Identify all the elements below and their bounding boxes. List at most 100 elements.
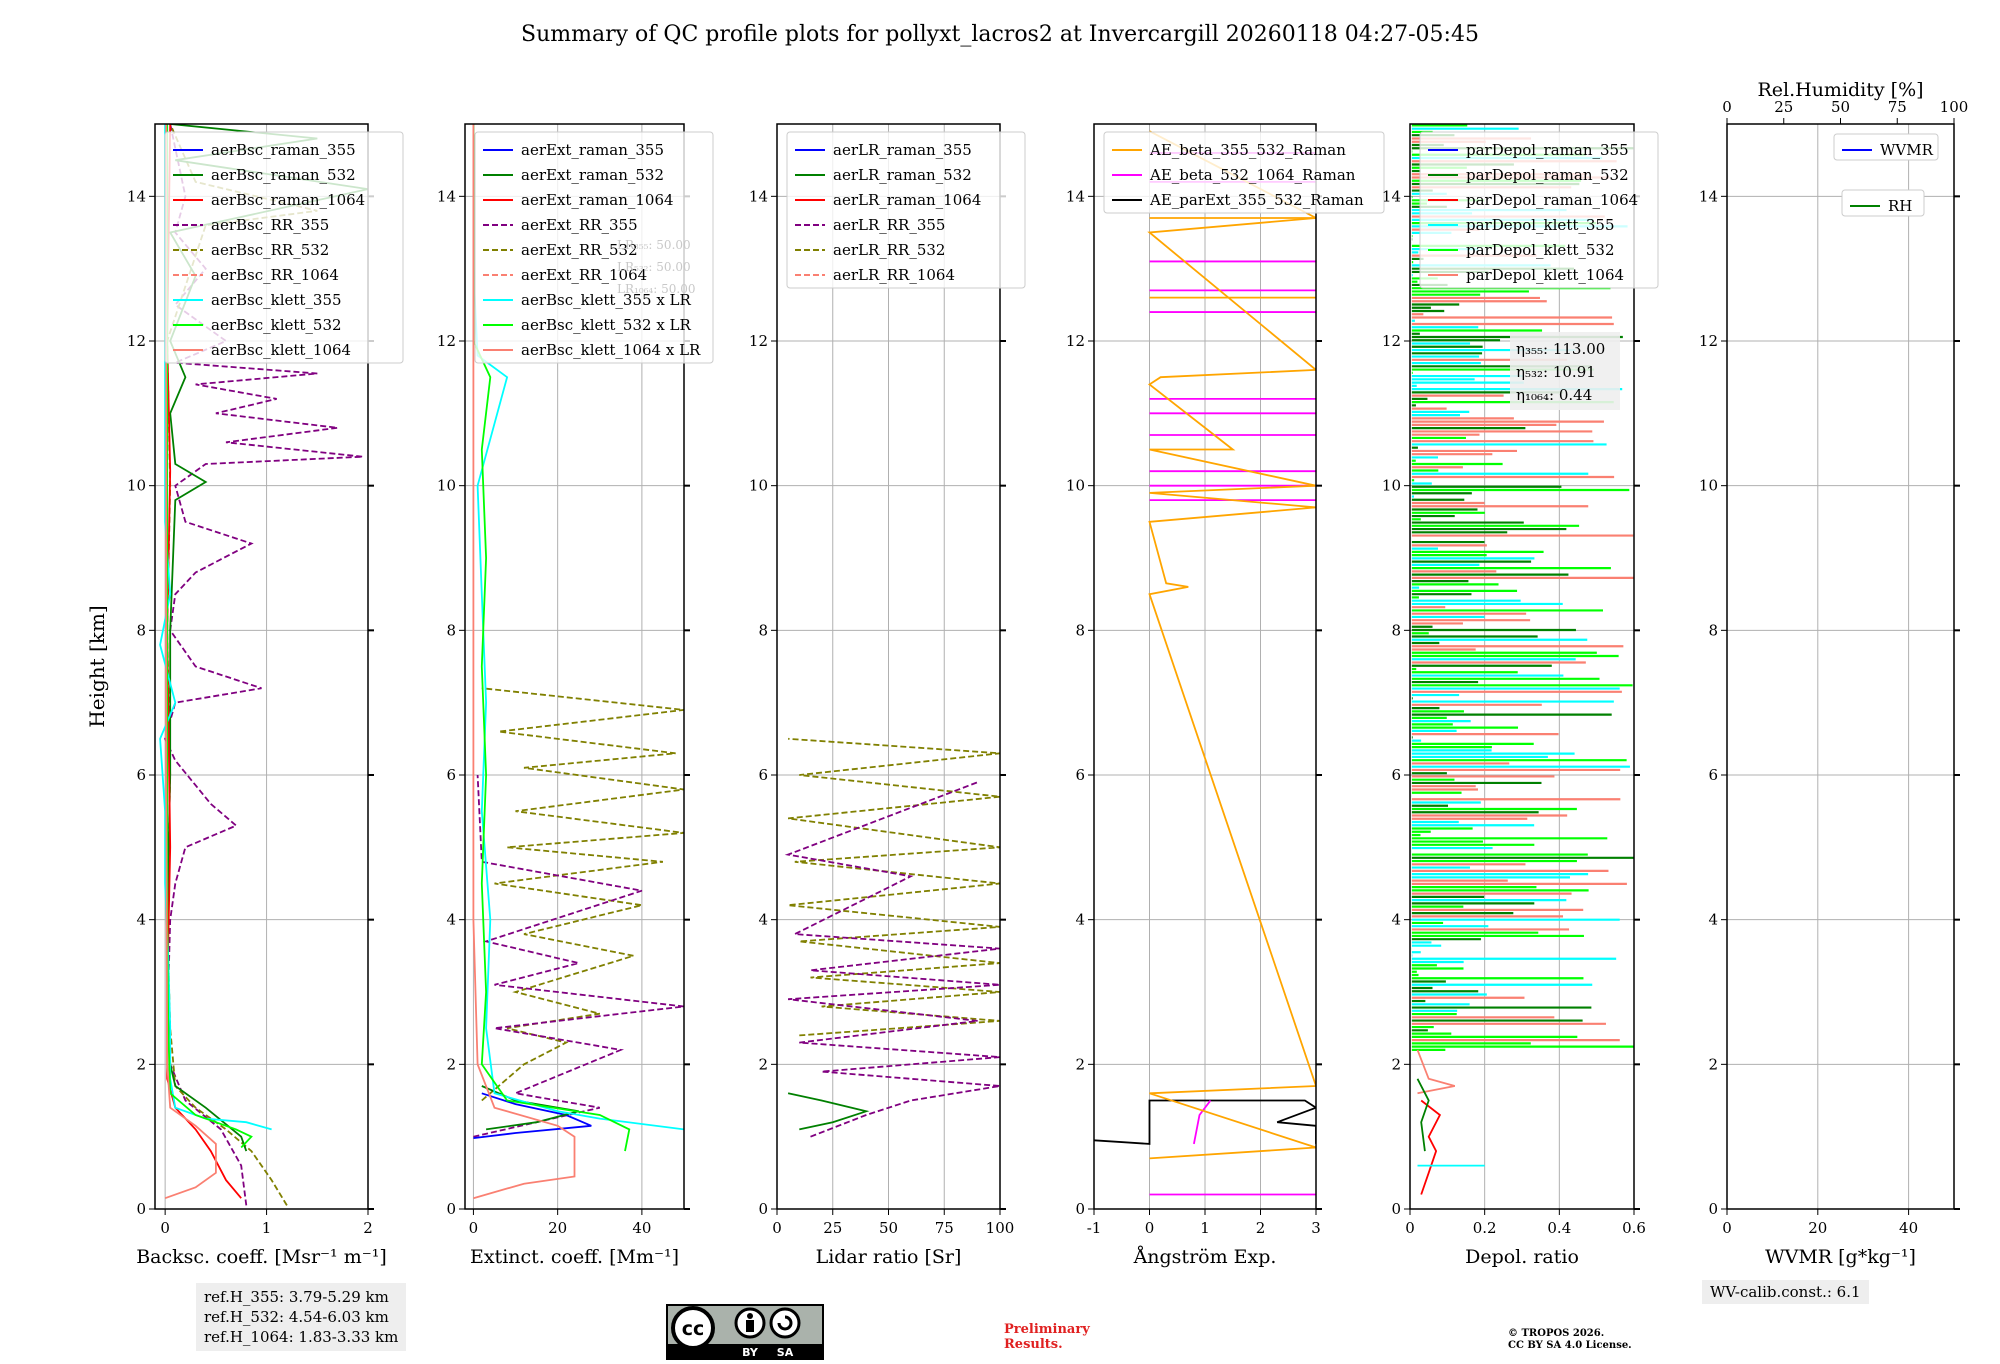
x-tick-label: 3 [1311,1219,1321,1237]
plot-area [784,737,1000,1138]
series-aerBsc_klett_1064 [164,124,217,1200]
panel-depol: 0 2 4 6 8 10 12 14 0 0.2 0.4 0.6 Depol. ratio parDepo… [1382,123,1659,1268]
legend-box [474,131,714,364]
cc-logo-icon [671,1306,715,1350]
legend-label: AE_beta_532_1064_Raman [1149,166,1356,184]
panel-lr: 0 2 4 6 8 10 12 14 0 25 50 75 100 Lidar ratio [Sr] aer… [749,123,1026,1268]
y-tick-label: 10 [1382,477,1401,495]
eta-info-label: η₃₅₅: 113.00 [1516,340,1605,358]
plot-area [1094,130,1316,1196]
x-tick-label: 0.4 [1547,1219,1571,1237]
legend-label: aerLR_raman_1064 [833,191,981,209]
series-AE_beta_532_1064_Raman [1193,1099,1212,1145]
legend-label: aerExt_RR_355 [521,216,638,234]
x2-tick-label: 0 [1722,98,1732,116]
legend-label: aerLR_RR_355 [833,216,945,234]
y-tick-label: 12 [1699,332,1718,350]
y-tick-label: 12 [127,332,146,350]
x-axis-label: WVMR [g*kg⁻¹] [1765,1246,1916,1268]
preliminary-results-note: Preliminary Results. [1004,1322,1090,1352]
y-tick-label: 4 [1391,911,1401,929]
series-aerLR_RR_532 [787,737,1000,1037]
panel-wvmr: 0 25 50 75 100 0 2 4 6 8 10 12 14 0 20 40 WVMR [g*kg⁻¹] R… [1699,79,1968,1268]
legend-box [1841,189,1925,217]
y-tick-label: 6 [1075,766,1085,784]
x2-tick-label: 100 [1940,98,1969,116]
x-tick-label: 1 [1200,1219,1210,1237]
legend-label: aerExt_RR_1064 [521,266,647,284]
sa-share-icon [769,1307,801,1339]
preliminary-line-1: Preliminary [1004,1322,1090,1337]
legend-label: parDepol_raman_1064 [1466,191,1638,209]
legend-label: aerBsc_klett_532 x LR [521,316,692,334]
x-tick-label: 50 [879,1219,898,1237]
series-aerBsc_klett_532 [166,124,253,1149]
y-tick-label: 14 [1066,187,1085,205]
x2-axis-label: Rel.Humidity [%] [1757,79,1923,101]
x-tick-label: 0 [469,1219,479,1237]
sa-label: SA [777,1346,794,1359]
y-tick-label: 14 [437,187,456,205]
y-tick-label: 2 [1391,1055,1401,1073]
legend-label: aerBsc_klett_1064 [211,341,351,359]
copyright-line-1: © TROPOS 2026. [1508,1328,1605,1339]
y-tick-label: 0 [1708,1200,1718,1218]
copyright-line-2: CC BY SA 4.0 License. [1508,1340,1632,1351]
y-tick-label: 0 [136,1200,146,1218]
y-tick-label: 2 [1075,1055,1085,1073]
wv-calibration-box: WV-calib.const.: 6.1 [1702,1280,1869,1304]
legend-label: WVMR [1880,141,1934,159]
legend-label: parDepol_klett_355 [1466,216,1615,234]
x-axis-label: Backsc. coeff. [Msr⁻¹ m⁻¹] [136,1246,387,1268]
y-axis-label: Height [km] [85,605,109,727]
eta-info-box [1510,332,1620,410]
legend-label: parDepol_raman_355 [1466,141,1629,159]
y-tick-label: 8 [1708,621,1718,639]
x-tick-label: 0 [1145,1219,1155,1237]
legend-label: parDepol_klett_1064 [1466,266,1624,284]
by-label: BY [742,1346,759,1359]
legend-label: RH [1888,197,1912,215]
y-tick-label: 10 [1066,477,1085,495]
x2-tick-label: 75 [1888,98,1907,116]
cc-by-sa-badge: cc BY SA [666,1304,824,1364]
y-tick-label: 8 [1075,621,1085,639]
axes-frame [1726,123,1955,1210]
x-tick-label: 100 [986,1219,1015,1237]
axes-frame [154,123,369,1210]
x-tick-label: 0.6 [1622,1219,1646,1237]
axes-frame [1409,123,1635,1210]
figure-title: Summary of QC profile plots for pollyxt_… [521,22,1479,47]
series-aerExt_RR_532 [481,687,684,1102]
y-tick-label: 8 [1391,621,1401,639]
x-tick-label: 0.2 [1473,1219,1497,1237]
x-tick-label: 0 [1405,1219,1415,1237]
preliminary-line-2: Results. [1004,1337,1063,1352]
x-axis-label: Depol. ratio [1465,1246,1579,1268]
x-tick-label: 20 [548,1219,567,1237]
legend-label: AE_beta_355_532_Raman [1149,141,1346,159]
y-tick-label: 2 [136,1055,146,1073]
eta-info-label: η₁₀₆₄: 0.44 [1516,386,1592,404]
y-tick-label: 4 [136,911,146,929]
series-aerBsc_klett_532 x LR [472,124,631,1152]
x-axis-label: Ångström Exp. [1133,1246,1277,1268]
legend-label: aerBsc_klett_355 x LR [521,291,692,309]
y-tick-label: 6 [446,766,456,784]
legend-label: parDepol_klett_532 [1466,241,1615,259]
panel-ext: 0 2 4 6 8 10 12 14 0 20 40 Extinct. coeff. [Mm⁻¹] ae… [437,123,714,1268]
y-tick-label: 14 [749,187,768,205]
x-tick-label: 2 [1256,1219,1266,1237]
y-tick-label: 4 [758,911,768,929]
cc-letters: cc [682,1318,705,1340]
legend-box [164,131,404,364]
series-aerExt_RR_355 [473,774,684,1138]
x-axis-label: Lidar ratio [Sr] [816,1246,962,1268]
reference-height-box: ref.H_355: 3.79-5.29 km ref.H_532: 4.54-… [196,1283,407,1351]
legend-box [1103,131,1385,214]
ref-height-1064: ref.H_1064: 1.83-3.33 km [204,1328,399,1346]
legend-label: aerBsc_RR_1064 [211,266,339,284]
y-tick-label: 0 [1391,1200,1401,1218]
legend-label: aerExt_raman_1064 [521,191,674,209]
